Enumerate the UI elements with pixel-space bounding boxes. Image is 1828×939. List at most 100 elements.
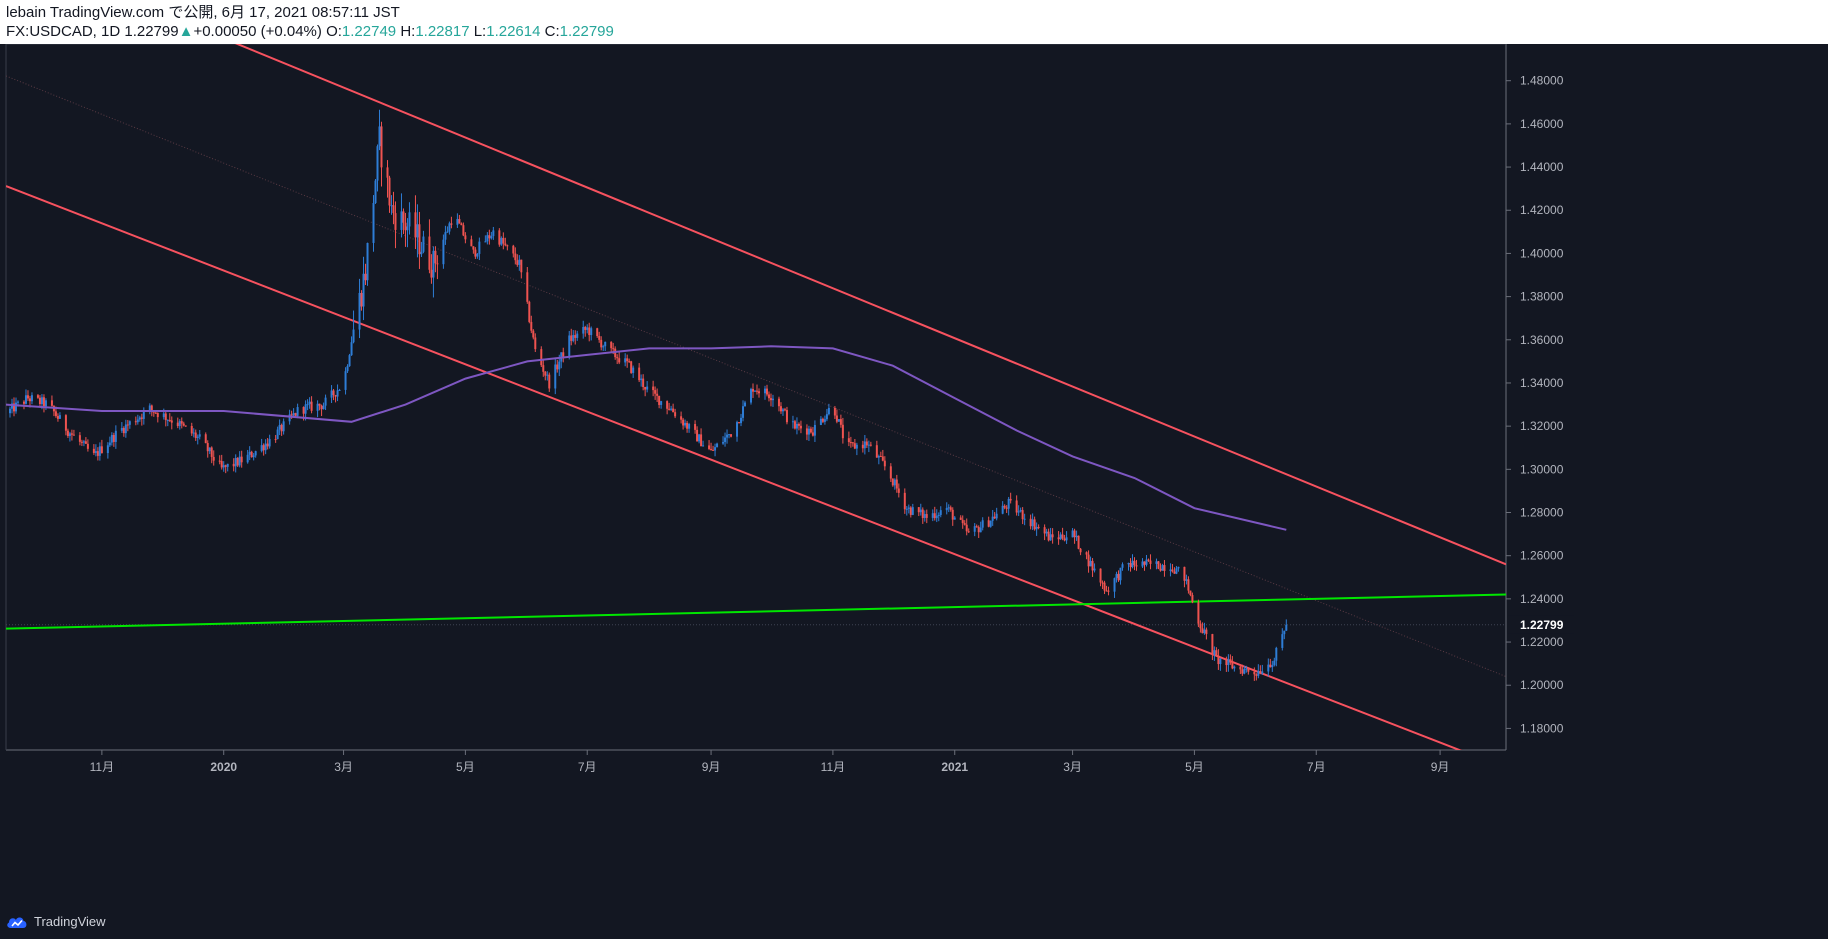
trendline-support bbox=[6, 593, 1506, 630]
candle-body bbox=[162, 413, 165, 418]
tradingview-logo[interactable]: TradingView bbox=[6, 914, 106, 929]
candle-body bbox=[1073, 530, 1076, 538]
candle-body bbox=[436, 263, 439, 265]
candle-body bbox=[1259, 671, 1262, 674]
candle-body bbox=[1233, 666, 1236, 669]
candle-body bbox=[206, 443, 209, 452]
candle-body bbox=[392, 205, 395, 214]
candle-body bbox=[600, 339, 603, 348]
candle-body bbox=[348, 355, 351, 367]
plot-layer bbox=[6, 44, 1506, 750]
candle-body bbox=[835, 415, 838, 422]
candle-body bbox=[568, 335, 571, 357]
y-tick-label: 1.38000 bbox=[1520, 290, 1564, 304]
candle-body bbox=[562, 352, 565, 357]
publish-info: lebain TradingView.com で公開, 6月 17, 2021 … bbox=[6, 3, 400, 23]
candle-body bbox=[516, 260, 519, 265]
candle-body bbox=[674, 412, 677, 417]
candle-body bbox=[712, 449, 715, 451]
candle-body bbox=[518, 259, 521, 265]
candle-body bbox=[1119, 567, 1122, 581]
candle-body bbox=[688, 423, 691, 429]
candle-body bbox=[418, 224, 421, 255]
candle-body bbox=[504, 243, 507, 246]
candle-body bbox=[26, 395, 29, 399]
candle-body bbox=[530, 321, 533, 331]
x-tick-label: 2021 bbox=[941, 760, 968, 774]
candle-body bbox=[1243, 668, 1246, 674]
candle-body bbox=[164, 413, 167, 421]
candle-body bbox=[963, 523, 966, 525]
candle-body bbox=[740, 417, 743, 424]
candle-body bbox=[98, 446, 101, 456]
candle-body bbox=[168, 419, 171, 421]
candle-body bbox=[883, 460, 886, 467]
candle-body bbox=[752, 388, 755, 392]
candle-body bbox=[582, 326, 585, 334]
candle-body bbox=[420, 251, 423, 255]
candle-body bbox=[736, 422, 739, 437]
candle-body bbox=[993, 516, 996, 519]
candle-body bbox=[338, 389, 341, 391]
candle-body bbox=[1183, 566, 1186, 581]
candle-body bbox=[895, 479, 898, 489]
candle-body bbox=[364, 273, 367, 281]
candle-body bbox=[847, 438, 850, 443]
candle-body bbox=[1071, 530, 1074, 538]
candle-body bbox=[797, 423, 800, 426]
candle-body bbox=[486, 235, 489, 242]
trendline-channel-lower bbox=[6, 185, 1463, 750]
candle-body bbox=[210, 447, 213, 457]
candle-body bbox=[795, 423, 798, 429]
candle-body bbox=[694, 423, 697, 430]
candle-body bbox=[642, 378, 645, 388]
candle-body bbox=[654, 390, 657, 394]
candle-body bbox=[867, 444, 870, 446]
candle-body bbox=[779, 406, 782, 412]
candle-body bbox=[628, 361, 631, 363]
candle-body bbox=[708, 445, 711, 449]
candle-body bbox=[1163, 565, 1166, 571]
candle-body bbox=[526, 272, 529, 302]
candle-body bbox=[987, 520, 990, 527]
trendline-channel-mid bbox=[6, 75, 1506, 678]
candle-body bbox=[24, 395, 27, 404]
candle-body bbox=[474, 249, 477, 257]
candle-body bbox=[1169, 569, 1172, 571]
candle-body bbox=[1225, 658, 1228, 666]
candle-body bbox=[1035, 526, 1038, 530]
chart-header: lebain TradingView.com で公開, 6月 17, 2021 … bbox=[0, 0, 1828, 44]
candle-body bbox=[82, 441, 85, 443]
candle-body bbox=[995, 513, 998, 519]
y-tick-label: 1.32000 bbox=[1520, 419, 1564, 433]
candle-body bbox=[8, 408, 11, 414]
candle-body bbox=[176, 422, 179, 427]
candle-body bbox=[1005, 507, 1008, 509]
candle-body bbox=[1059, 534, 1062, 540]
candle-body bbox=[554, 364, 557, 389]
candle-body bbox=[346, 366, 349, 372]
candle-body bbox=[446, 231, 449, 233]
candle-body bbox=[813, 424, 816, 436]
candle-body bbox=[1107, 590, 1110, 592]
price-chart[interactable]: 1.48000 1.46000 1.44000 1.42000 1.40000 1.380… bbox=[0, 43, 1828, 914]
candle-body bbox=[684, 422, 687, 426]
candle-body bbox=[292, 413, 295, 416]
candle-body bbox=[658, 395, 661, 405]
candle-body bbox=[224, 465, 227, 467]
candle-body bbox=[1149, 560, 1152, 564]
candle-body bbox=[302, 407, 305, 414]
candle-body bbox=[819, 418, 822, 425]
chart-area[interactable]: 1.48000 1.46000 1.44000 1.42000 1.40000 1.380… bbox=[0, 43, 1828, 914]
candle-body bbox=[38, 397, 41, 405]
candle-body bbox=[1099, 568, 1102, 583]
candle-body bbox=[1157, 561, 1160, 569]
candle-body bbox=[730, 434, 733, 437]
x-tick-label: 5月 bbox=[1185, 760, 1204, 774]
candle-body bbox=[672, 408, 675, 413]
candle-body bbox=[196, 436, 199, 438]
candle-body bbox=[492, 230, 495, 237]
low-value: 1.22614 bbox=[486, 23, 541, 40]
x-tick-label: 7月 bbox=[578, 760, 597, 774]
candle-body bbox=[386, 167, 389, 178]
